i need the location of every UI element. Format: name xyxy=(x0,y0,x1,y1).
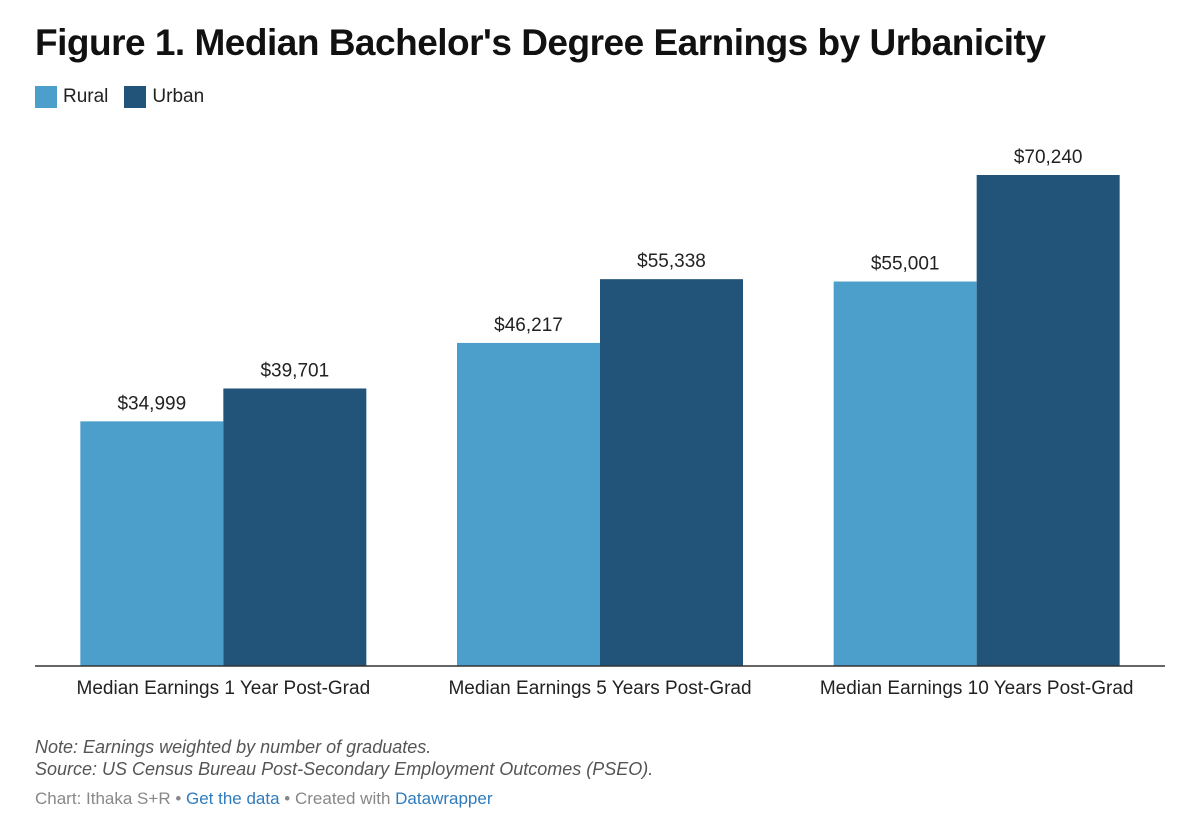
credit-text: Chart: Ithaka S+R xyxy=(35,789,171,808)
data-label-rural-2: $46,217 xyxy=(494,315,563,336)
note-text: Note: Earnings weighted by number of gra… xyxy=(35,737,432,757)
legend-swatch-rural xyxy=(35,86,57,108)
chart-title: Figure 1. Median Bachelor's Degree Earni… xyxy=(35,22,1046,63)
legend-label-rural: Rural xyxy=(63,86,109,107)
separator: • xyxy=(279,789,295,808)
bar-urban-1 xyxy=(223,388,367,666)
data-label-urban-2: $55,338 xyxy=(637,251,706,272)
legend-item-urban: Urban xyxy=(124,86,204,108)
bar-rural-2 xyxy=(457,342,600,666)
separator: • xyxy=(170,789,186,808)
datawrapper-link[interactable]: Datawrapper xyxy=(395,789,493,808)
footnotes: Note: Earnings weighted by number of gra… xyxy=(35,736,653,780)
bar-rural-1 xyxy=(80,421,224,666)
x-tick-label-1: Median Earnings 1 Year Post-Grad xyxy=(77,678,371,699)
legend-swatch-urban xyxy=(124,86,147,108)
legend-label-urban: Urban xyxy=(152,86,205,107)
bar-urban-3 xyxy=(976,175,1120,666)
created-with-text: Created with xyxy=(294,789,396,808)
data-label-rural-1: $34,999 xyxy=(117,393,186,414)
data-label-urban-3: $70,240 xyxy=(1014,147,1083,168)
x-tick-label-3: Median Earnings 10 Years Post-Grad xyxy=(820,678,1134,699)
source-text: Source: US Census Bureau Post-Secondary … xyxy=(35,759,654,779)
x-tick-label-2: Median Earnings 5 Years Post-Grad xyxy=(448,678,751,699)
bar-urban-2 xyxy=(600,279,743,666)
get-data-link[interactable]: Get the data xyxy=(186,789,280,808)
legend-item-rural: Rural xyxy=(35,86,108,108)
credit-line: Chart: Ithaka S+R • Get the data • Creat… xyxy=(35,789,492,809)
bar-rural-3 xyxy=(833,281,977,666)
data-label-urban-1: $39,701 xyxy=(260,360,329,381)
bar-chart: $34,999 $39,701 Median Earnings 1 Year Pos… xyxy=(35,147,1165,699)
legend: Rural Urban xyxy=(35,86,204,108)
data-label-rural-3: $55,001 xyxy=(871,254,940,275)
